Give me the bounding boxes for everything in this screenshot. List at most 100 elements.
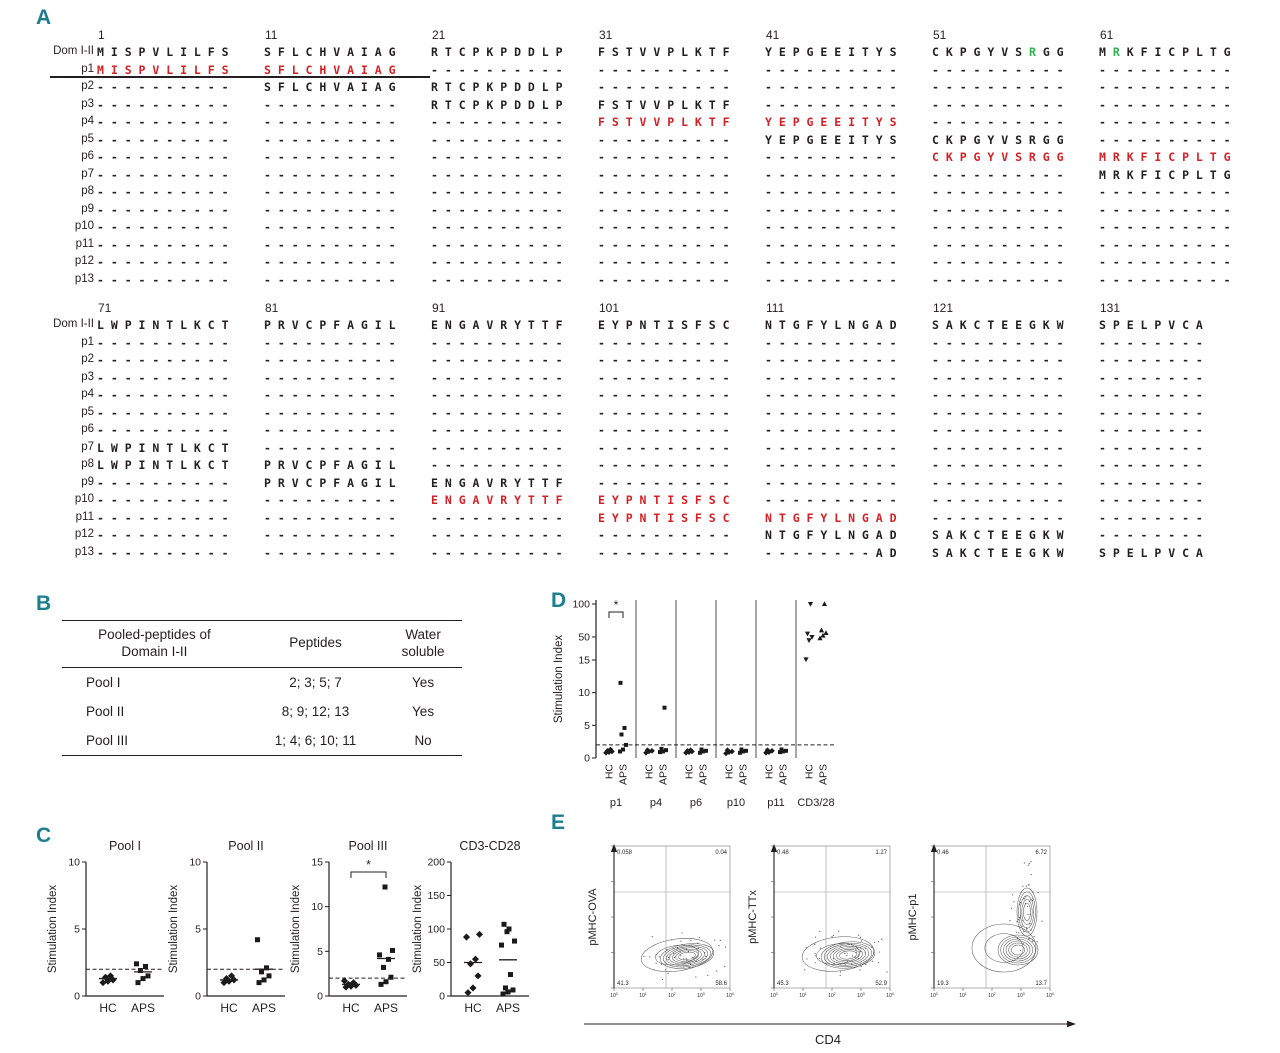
alignment-run: P R V C P F A G I L — [264, 458, 396, 472]
alignment-cell: L W P I N T L K C T — [97, 318, 264, 332]
scatter-dot — [1018, 904, 1021, 906]
alignment-run: - - - - - - - - - - — [932, 475, 1064, 490]
data-point-square — [138, 968, 143, 974]
alignment-run: - - - - - - - - - - — [765, 475, 897, 490]
alignment-run: Y E P G E E I T Y S — [765, 115, 897, 129]
alignment-run: - - - - - - - - - - — [97, 528, 229, 542]
scatter-dot — [855, 964, 857, 966]
contour-line — [823, 943, 873, 967]
x-sublabel: APS — [698, 764, 710, 785]
alignment-cell: - - - - - - - - - - — [932, 388, 1099, 402]
alignment-run: - - - - - - - - - - — [264, 370, 396, 385]
alignment-run: - - - - - - - - - - — [264, 353, 396, 367]
alignment-run: - - - - - - - - - - — [1099, 237, 1231, 252]
alignment-cell: Y E P G E E I T Y S — [765, 133, 932, 147]
alignment-cell: - - - - - - - - - - — [431, 511, 598, 525]
scatter-dot — [855, 945, 857, 948]
x-sublabel: HC — [764, 764, 776, 780]
scatter-dot — [815, 955, 817, 957]
alignment-cell: - - - - - - - - - - — [431, 336, 598, 350]
quadrant-label-bl: 19.3 — [937, 981, 949, 987]
alignment-cell: - - - - - - - - - - — [932, 511, 1099, 525]
x-sublabel: HC — [724, 764, 736, 780]
y-tick-label: 10 — [311, 901, 323, 913]
position-number: 111 — [766, 301, 785, 315]
plot-title: Pool II — [228, 839, 263, 853]
alignment-cell: - - - - - - - - - - — [598, 133, 765, 147]
scatter-dot — [1019, 949, 1021, 952]
alignment-cell: L W P I N T L K C T — [97, 458, 264, 472]
scatter-dot — [831, 936, 833, 938]
alignment-row-label: p9 — [81, 202, 94, 215]
position-number: 131 — [1100, 301, 1121, 315]
alignment-run: - - - - - - - - - - — [765, 220, 897, 234]
alignment-run: - - - - - - - - - - — [765, 335, 897, 350]
alignment-run: - - - - - - - - - - — [598, 272, 730, 287]
x-axis-arrow-icon — [1067, 1020, 1076, 1028]
alignment-cell: - - - - - - - - - - — [431, 406, 598, 420]
alignment-cell: F S T V V P L K T F — [598, 115, 765, 129]
x-tick-exponent: 2 — [834, 992, 836, 996]
contour-line — [1019, 895, 1035, 929]
pool-table-header-cell: Water soluble — [401, 627, 445, 659]
scatter-dot — [814, 936, 817, 938]
table-row: Pool I 2; 3; 5; 7 Yes — [62, 667, 462, 697]
scatter-dot — [878, 951, 880, 953]
data-point-square — [739, 747, 744, 752]
alignment-run: - - - - - - - - - - — [598, 220, 730, 234]
scatter-dot — [838, 930, 840, 932]
scatter-dot — [860, 947, 862, 949]
alignment-run: C K P G Y V S R G G — [932, 132, 1064, 147]
alignment-cell: S A K C T E E G K W — [932, 546, 1099, 560]
y-tick-label: 15 — [311, 857, 323, 869]
quadrant-label-tr: 0.04 — [715, 850, 727, 856]
x-tick-exponent: 1 — [965, 992, 967, 996]
alignment-run: - - - - - - - - - - — [431, 370, 563, 385]
data-point-diamond — [724, 747, 731, 753]
scatter-dot — [881, 938, 883, 940]
alignment-run: - - - - - - - - - - — [264, 202, 396, 217]
alignment-cell: - - - - - - - - - - — [598, 441, 765, 455]
alignment-row-p5: p5- - - - - - - - - -- - - - - - - - - -… — [40, 133, 1266, 150]
data-point-square — [662, 705, 667, 710]
group-label: p4 — [650, 797, 662, 809]
alignment-row-label: p12 — [74, 528, 94, 540]
data-point-square — [506, 926, 512, 932]
data-point-square — [266, 973, 272, 979]
alignment-cell: - - - - - - - - - - — [932, 63, 1099, 77]
alignment-cell: - - - - - - - - - - — [598, 80, 765, 94]
alignment-run: - - - - - - - - - - — [598, 370, 730, 385]
alignment-cell: - - - - - - - - - - — [932, 423, 1099, 437]
scatter-dot — [673, 952, 675, 954]
alignment-run: - - - - - - - - — [1099, 528, 1203, 542]
x-tick-label: 101 — [959, 992, 967, 999]
contour-line — [997, 934, 1039, 966]
y-tick-label: 0 — [584, 753, 590, 765]
alignment-cell: - - - - - - - - - - — [264, 546, 431, 560]
x-tick-label: 104 — [886, 992, 894, 999]
alignment-run: - - - - - - - - - - — [97, 353, 229, 367]
alignment-run: - - - - - - - - - - — [431, 510, 563, 525]
alignment-run: K F I C P L T G — [1126, 45, 1231, 59]
alignment-cell: - - - - - - - - - - — [264, 371, 431, 385]
alignment-cell: - - - - - - - - - - — [598, 150, 765, 164]
alignment-cell: - - - - - - - - - - — [431, 150, 598, 164]
scatter-dot — [1018, 932, 1020, 934]
alignment-cell: - - - - - - - - - - — [765, 80, 932, 94]
alignment-cell: E N G A V R Y T T F — [431, 476, 598, 490]
alignment-run: L W P I N T L K C T — [97, 458, 229, 472]
alignment-run: - - - - - - - - - - — [932, 272, 1064, 287]
alignment-run: S A K C T E E G K W — [932, 318, 1064, 332]
scatter-dot — [676, 948, 678, 950]
alignment-run: E Y P N T I S F S C — [598, 318, 730, 332]
scatter-dot — [1032, 940, 1034, 942]
scatter-dot — [1023, 931, 1025, 933]
alignment-cell: - - - - - - - - - - — [264, 423, 431, 437]
alignment-cell: - - - - - - - - - - — [765, 353, 932, 367]
alignment-run: - - - - - - - - - - — [932, 220, 1064, 234]
scatter-dot — [1016, 921, 1018, 923]
data-point-square — [390, 947, 395, 953]
alignment-cell: - - - - - - - - - - — [431, 273, 598, 287]
alignment-cell: - - - - - - - - - - — [598, 546, 765, 560]
